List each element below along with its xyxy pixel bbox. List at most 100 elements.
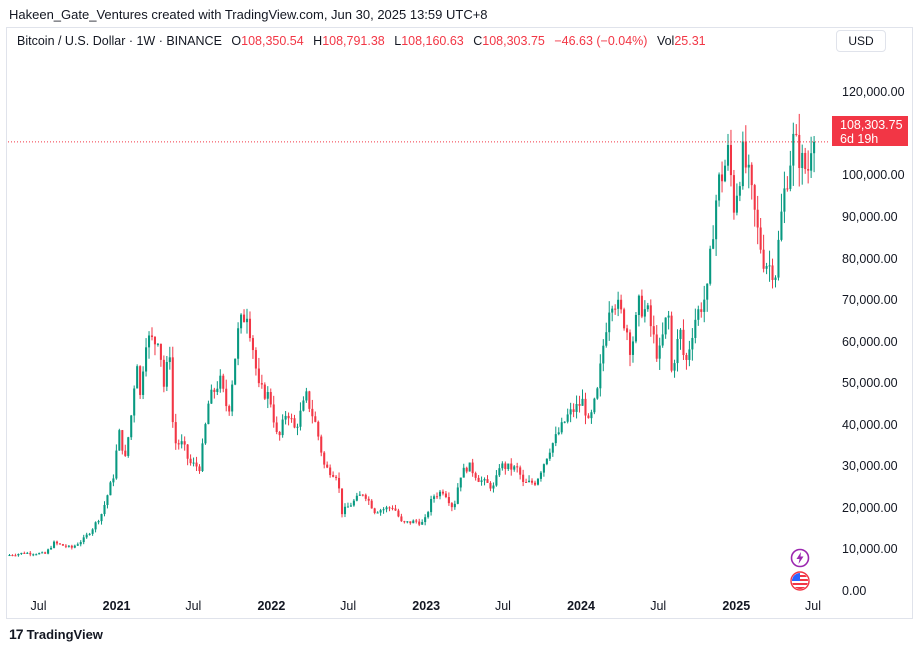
candle-body [664, 317, 667, 335]
candle-body [584, 398, 587, 416]
candle-body [801, 152, 804, 168]
candle-body [415, 520, 418, 522]
candle-body [284, 415, 287, 420]
candle-body [738, 186, 741, 196]
tradingview-logo-text: TradingView [26, 626, 103, 642]
candle-body [70, 545, 73, 548]
candle-body [403, 521, 406, 523]
candle-body [608, 312, 611, 333]
candle-body [394, 508, 397, 511]
candle-body [400, 516, 403, 522]
candle-body [124, 450, 127, 456]
close-label: C [473, 34, 483, 48]
candle-body [750, 164, 753, 186]
candle-body [545, 458, 548, 465]
candle-body [388, 507, 391, 509]
candle-body [533, 482, 537, 485]
candle-body [168, 357, 171, 363]
candle-body [142, 371, 145, 395]
tradingview-logo[interactable]: 17 TradingView [9, 626, 103, 642]
candle-body [634, 314, 637, 342]
candle-body [581, 398, 584, 406]
candle-body [174, 422, 177, 444]
candle-body [73, 545, 76, 548]
symbol-description[interactable]: Bitcoin / U.S. Dollar · 1W · BINANCE [17, 34, 222, 48]
candle-body [560, 422, 563, 433]
candle-body [299, 410, 302, 427]
candle-body [222, 375, 225, 389]
candle-body [165, 362, 168, 387]
x-tick-label: 2023 [412, 599, 441, 613]
lightning-icon[interactable] [790, 548, 810, 568]
candle-body [79, 542, 82, 545]
candle-body [290, 418, 293, 420]
candle-body [421, 522, 424, 525]
candle-body [275, 422, 278, 432]
us-flag-icon[interactable] [790, 571, 810, 591]
candle-body [391, 507, 394, 509]
candle-body [139, 366, 142, 395]
candle-body [726, 144, 730, 166]
candle-body [777, 239, 780, 278]
candle-body [147, 335, 151, 348]
candle-body [700, 309, 703, 312]
candle-body [311, 408, 314, 417]
candle-body [112, 478, 115, 483]
candle-body [483, 479, 486, 481]
y-tick-label: 100,000.00 [842, 168, 905, 183]
candle-body [376, 512, 379, 514]
candle-body [67, 545, 70, 547]
candle-body [418, 521, 421, 525]
candle-body [786, 188, 789, 190]
volume-label: Vol [656, 34, 675, 48]
x-tick-label: Jul [185, 599, 202, 613]
candle-body [213, 389, 216, 392]
candle-body [109, 482, 112, 496]
candle-body [355, 495, 358, 501]
candle-body [747, 164, 750, 168]
candle-body [82, 537, 85, 543]
candle-body [207, 403, 210, 425]
candle-body [349, 505, 352, 507]
candle-body [756, 209, 759, 228]
candle-body [195, 462, 198, 467]
candle-body [153, 336, 157, 345]
currency-button[interactable]: USD [836, 30, 886, 52]
candle-body [225, 388, 228, 407]
candle-body [676, 338, 679, 364]
candle-body [50, 547, 53, 550]
candle-body [626, 328, 629, 333]
candle-body [281, 419, 284, 436]
candle-body [721, 174, 724, 182]
candle-body [631, 341, 635, 355]
candle-body [332, 475, 335, 477]
candle-body [706, 283, 709, 300]
candle-body [709, 248, 712, 284]
candle-body [438, 491, 442, 497]
y-tick-label: 60,000.00 [842, 334, 898, 349]
y-tick-label: 70,000.00 [842, 293, 898, 308]
candle-body [358, 494, 361, 496]
x-tick-label: 2021 [102, 599, 131, 613]
candle-body [47, 549, 50, 554]
candle-body [8, 555, 11, 557]
candle-body [192, 462, 195, 464]
candle-body [519, 467, 522, 475]
candle-body [542, 464, 545, 473]
candle-body [522, 474, 525, 482]
candle-body [617, 299, 620, 309]
high-value: 108,791.38 [322, 34, 385, 48]
candle-body [29, 552, 32, 555]
candle-body [364, 494, 367, 499]
candle-body [228, 406, 231, 412]
candle-body [768, 265, 771, 267]
candle-body [272, 404, 275, 423]
candle-body [477, 477, 480, 482]
candle-body [23, 552, 26, 554]
candle-body [38, 553, 41, 555]
candle-body [257, 368, 260, 384]
candle-body [136, 366, 139, 389]
candle-body [593, 398, 596, 413]
candle-body [587, 415, 590, 419]
